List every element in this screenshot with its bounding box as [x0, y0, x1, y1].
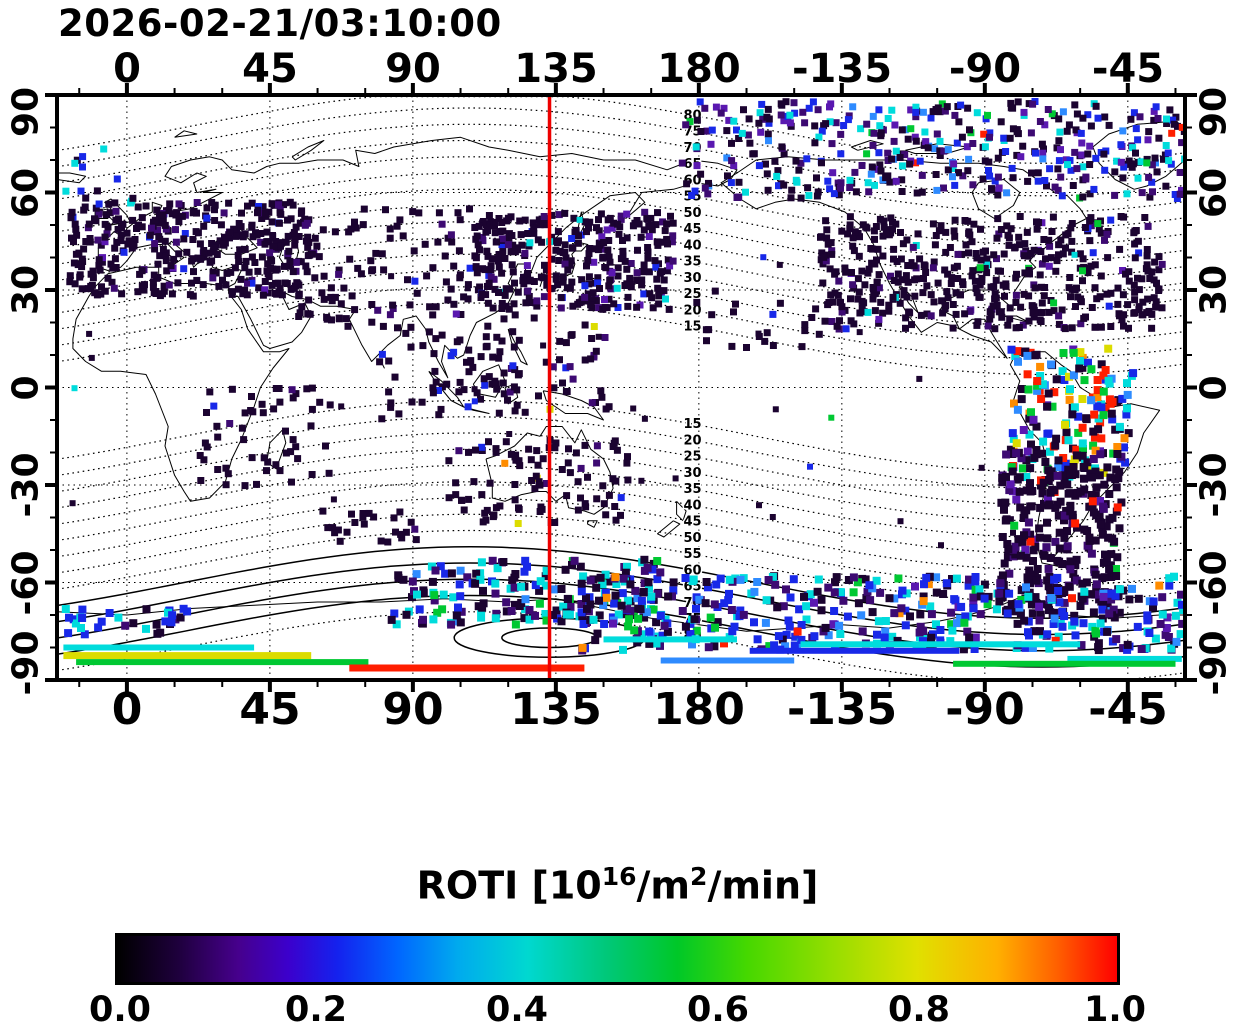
- bottom-lon-tick: 45: [239, 684, 301, 735]
- colorbar-title-mid: /m: [636, 863, 691, 908]
- colorbar-tick: 0.2: [284, 990, 348, 1024]
- svg-text:50: 50: [683, 531, 701, 546]
- svg-text:50: 50: [683, 206, 701, 221]
- bottom-lon-tick: 0: [111, 684, 143, 735]
- right-lat-tick: 30: [1193, 264, 1235, 316]
- svg-text:20: 20: [683, 433, 701, 448]
- right-lat-tick: -30: [1193, 452, 1235, 518]
- svg-text:45: 45: [683, 515, 701, 530]
- colorbar-title: ROTI [1016/m2/min]: [115, 862, 1120, 908]
- colorbar-tick: 0.8: [887, 990, 951, 1024]
- svg-text:30: 30: [683, 271, 701, 286]
- right-lat-tick: 60: [1193, 167, 1235, 219]
- left-lat-tick: -60: [5, 550, 47, 616]
- bottom-lon-tick: -90: [945, 684, 1025, 735]
- colorbar-title-exp1: 16: [601, 862, 637, 891]
- left-lat-tick: 90: [5, 86, 47, 138]
- svg-text:40: 40: [683, 498, 701, 513]
- roti-colorbar: [115, 933, 1120, 985]
- svg-text:55: 55: [683, 547, 701, 562]
- bottom-lon-tick: 90: [382, 684, 444, 735]
- left-lat-tick: 60: [5, 167, 47, 219]
- svg-text:45: 45: [683, 222, 701, 237]
- svg-text:30: 30: [683, 466, 701, 481]
- bottom-lon-tick: -45: [1088, 684, 1168, 735]
- svg-text:15: 15: [683, 320, 701, 335]
- timestamp: 2026-02-21/03:10:00: [58, 2, 502, 45]
- colorbar-title-suffix: /min]: [707, 863, 819, 908]
- left-lat-tick: -90: [5, 630, 47, 696]
- colorbar-title-prefix: ROTI [10: [416, 863, 602, 908]
- svg-text:25: 25: [683, 287, 701, 302]
- left-lat-tick: 0: [5, 375, 47, 401]
- colorbar-title-exp2: 2: [690, 862, 708, 891]
- svg-text:25: 25: [683, 450, 701, 465]
- left-lat-tick: -30: [5, 452, 47, 518]
- bottom-lon-tick: -135: [786, 684, 898, 735]
- bottom-lon-tick: 135: [510, 684, 602, 735]
- colorbar-tick: 0.4: [485, 990, 549, 1024]
- left-lat-tick: 30: [5, 264, 47, 316]
- colorbar-tick: 0.0: [88, 990, 152, 1024]
- svg-text:40: 40: [683, 238, 701, 253]
- svg-text:35: 35: [683, 482, 701, 497]
- svg-text:35: 35: [683, 255, 701, 270]
- bottom-lon-tick: 180: [653, 684, 745, 735]
- right-lat-tick: 0: [1193, 375, 1235, 401]
- right-lat-tick: -90: [1193, 630, 1235, 696]
- colorbar-tick: 0.6: [686, 990, 750, 1024]
- right-lat-tick: -60: [1193, 550, 1235, 616]
- svg-text:20: 20: [683, 303, 701, 318]
- colorbar-tick: 1.0: [1083, 990, 1147, 1024]
- right-lat-tick: 90: [1193, 86, 1235, 138]
- svg-text:15: 15: [683, 417, 701, 432]
- roti-world-map-plot: 1520253035404550556065707580152025303540…: [45, 83, 1197, 692]
